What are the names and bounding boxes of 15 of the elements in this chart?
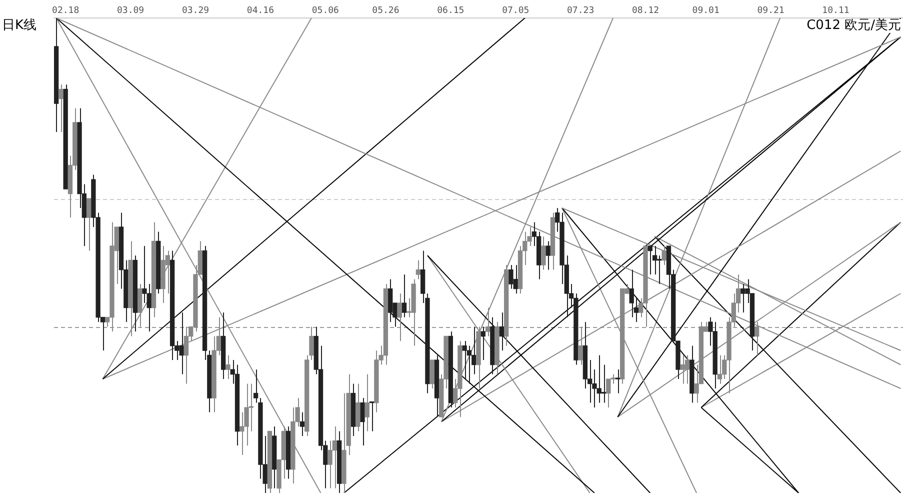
- chart-subtitle: C012 欧元/美元: [804, 18, 903, 33]
- x-tick-label: 09.21: [757, 6, 784, 16]
- x-tick-label: 08.12: [632, 6, 660, 16]
- x-tick-label: 05.06: [312, 6, 339, 16]
- x-tick-label: 03.29: [182, 6, 210, 16]
- chart-title: 日K线: [2, 18, 37, 33]
- x-tick-label: 03.09: [117, 6, 144, 16]
- x-tick-label: 07.23: [567, 6, 594, 16]
- x-tick-label: 04.16: [246, 6, 274, 16]
- x-tick-label: 10.11: [822, 6, 850, 16]
- x-tick-label: 05.26: [372, 6, 400, 16]
- x-tick-label: 09.01: [692, 6, 720, 16]
- x-tick-label: 06.15: [437, 6, 464, 16]
- x-tick-label: 07.05: [502, 6, 530, 16]
- x-tick-label: 02.18: [52, 6, 80, 16]
